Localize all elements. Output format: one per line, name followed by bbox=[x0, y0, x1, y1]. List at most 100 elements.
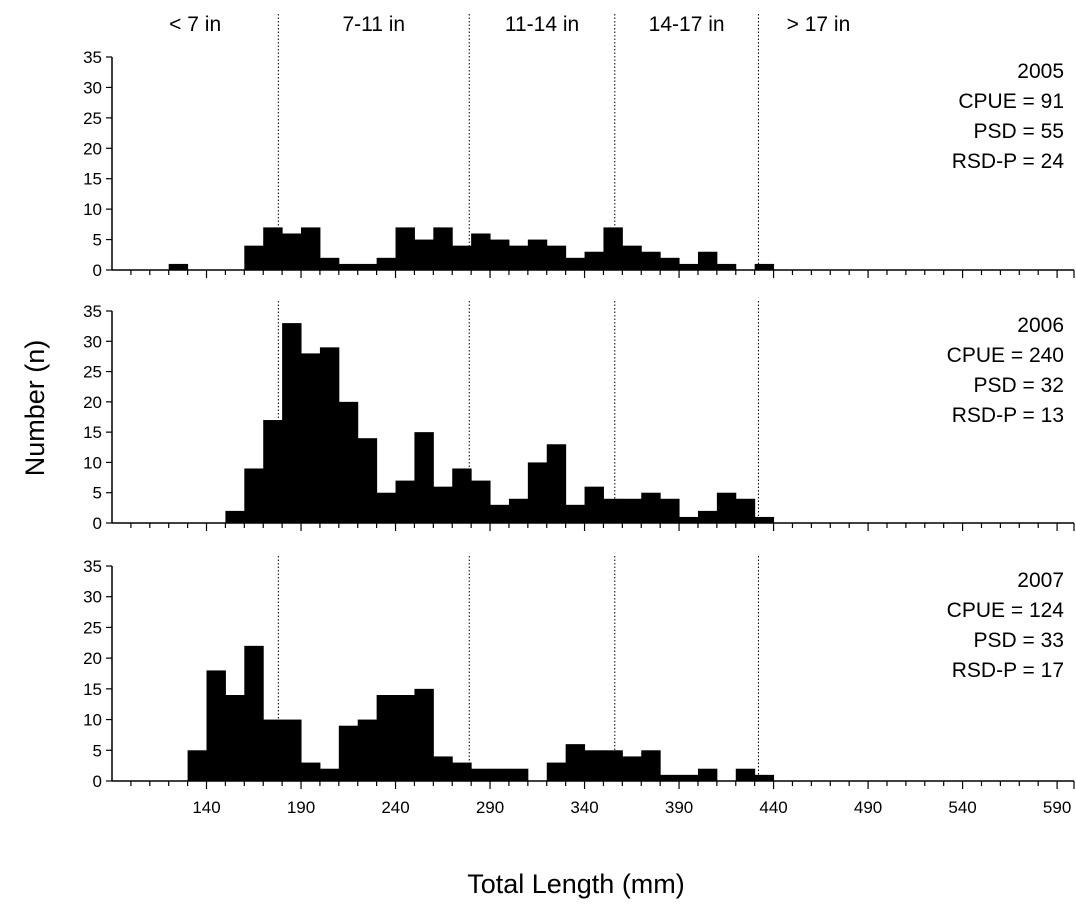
x-axis: 140 190 240 290 340 390 440 490 540 590 bbox=[192, 798, 1071, 817]
size-class-label: 14-17 in bbox=[649, 13, 725, 36]
histogram-bar bbox=[244, 468, 264, 523]
histogram-bar bbox=[603, 227, 623, 270]
histogram-bar bbox=[490, 768, 510, 781]
histogram-bar bbox=[490, 504, 510, 523]
histogram-bar bbox=[282, 719, 302, 781]
histogram-bar bbox=[225, 510, 245, 523]
histogram-bar bbox=[301, 227, 321, 270]
panel-year-label: 2007 bbox=[1017, 569, 1064, 592]
histogram-bar bbox=[433, 227, 453, 270]
panel-2007: 0 5 10 15 20 25 30 35 2007 CPUE = 124 PSD = 33 RSD-… bbox=[83, 556, 1075, 791]
panel-2006: 0 5 10 15 20 25 30 35 2006 CPUE = 240 PSD = 32 RSD-… bbox=[83, 301, 1075, 533]
histogram-bar bbox=[697, 510, 718, 523]
y-tick-label: 10 bbox=[83, 711, 102, 730]
histogram-bar bbox=[433, 756, 453, 781]
histogram-bar bbox=[660, 774, 680, 781]
histogram-bar bbox=[641, 750, 661, 781]
y-tick-label: 25 bbox=[83, 618, 102, 637]
x-tick-label: 590 bbox=[1043, 798, 1071, 817]
histogram-bar bbox=[357, 438, 378, 523]
histogram-bar bbox=[168, 263, 189, 270]
histogram-bar bbox=[546, 245, 567, 270]
histogram-bar bbox=[716, 263, 737, 270]
histogram-bar bbox=[187, 750, 208, 781]
histogram-bar bbox=[508, 768, 529, 781]
histogram-bar bbox=[471, 480, 491, 523]
histogram-bar bbox=[319, 257, 340, 270]
histogram-bar bbox=[206, 670, 226, 781]
y-tick-label: 30 bbox=[83, 78, 102, 97]
histogram-bar bbox=[603, 750, 623, 781]
y-tick-label: 15 bbox=[83, 170, 102, 189]
histogram-bar bbox=[754, 263, 775, 270]
histogram-bar bbox=[414, 688, 434, 781]
x-tick-label: 490 bbox=[854, 798, 882, 817]
histogram-bar bbox=[395, 480, 415, 523]
panel-stat-label: RSD-P = 13 bbox=[952, 404, 1064, 427]
histogram-bar bbox=[395, 695, 415, 781]
panel-stat-label: CPUE = 91 bbox=[958, 90, 1064, 113]
x-axis-title: Total Length (mm) bbox=[467, 869, 685, 899]
histogram-bar bbox=[414, 239, 434, 270]
histogram-bar bbox=[263, 719, 283, 781]
panel-stat-label: RSD-P = 17 bbox=[952, 659, 1064, 682]
y-tick-label: 30 bbox=[83, 332, 102, 351]
histogram-bar bbox=[622, 498, 642, 523]
x-tick-label: 240 bbox=[381, 798, 409, 817]
x-tick-label: 190 bbox=[287, 798, 315, 817]
histogram-bar bbox=[735, 498, 756, 523]
histogram-bar bbox=[641, 251, 661, 270]
histogram-bar bbox=[508, 498, 529, 523]
histogram-bar bbox=[414, 432, 434, 523]
histogram-bar bbox=[716, 492, 737, 523]
size-class-label: < 7 in bbox=[169, 13, 221, 36]
x-tick-label: 290 bbox=[476, 798, 504, 817]
histogram-bar bbox=[338, 401, 359, 523]
histogram-bar bbox=[527, 462, 548, 523]
histogram-bar bbox=[641, 492, 661, 523]
histogram-bar bbox=[679, 774, 699, 781]
y-tick-label: 20 bbox=[83, 393, 102, 412]
x-tick-label: 390 bbox=[665, 798, 693, 817]
y-tick-label: 35 bbox=[83, 557, 102, 576]
y-tick-label: 10 bbox=[83, 200, 102, 219]
y-tick-label: 25 bbox=[83, 109, 102, 128]
y-tick-label: 15 bbox=[83, 423, 102, 442]
y-tick-label: 0 bbox=[93, 514, 102, 533]
histogram-bar bbox=[357, 263, 378, 270]
histogram-bar bbox=[357, 719, 378, 781]
histogram-bar bbox=[376, 695, 397, 781]
histogram-bar bbox=[338, 725, 359, 781]
x-tick-label: 540 bbox=[948, 798, 976, 817]
x-tick-label: 440 bbox=[759, 798, 787, 817]
y-tick-label: 0 bbox=[93, 261, 102, 280]
panel-stat-label: PSD = 33 bbox=[974, 629, 1064, 652]
histogram-bar bbox=[565, 744, 586, 781]
histogram-bar bbox=[376, 257, 397, 270]
panel-stat-label: RSD-P = 24 bbox=[952, 150, 1065, 173]
histogram-bar bbox=[244, 245, 264, 270]
y-tick-label: 5 bbox=[93, 741, 102, 760]
histogram-bar bbox=[546, 762, 567, 781]
histogram-bar bbox=[452, 762, 472, 781]
histogram-bar bbox=[660, 257, 680, 270]
histogram-bar bbox=[301, 762, 321, 781]
y-tick-label: 30 bbox=[83, 588, 102, 607]
histogram-bar bbox=[338, 263, 359, 270]
histogram-bar bbox=[754, 516, 775, 523]
y-tick-label: 0 bbox=[93, 772, 102, 791]
histogram-bar bbox=[471, 233, 491, 270]
size-class-labels: < 7 in 7-11 in 11-14 in 14-17 in > 17 in bbox=[169, 13, 850, 36]
y-tick-label: 20 bbox=[83, 649, 102, 668]
panel-stat-label: CPUE = 124 bbox=[947, 599, 1065, 622]
histogram-bar bbox=[584, 251, 604, 270]
x-tick-label: 140 bbox=[192, 798, 220, 817]
panel-stat-label: PSD = 32 bbox=[974, 374, 1064, 397]
histogram-bar bbox=[471, 768, 491, 781]
histogram-bar bbox=[660, 498, 680, 523]
panel-year-label: 2005 bbox=[1017, 60, 1064, 83]
histogram-bar bbox=[584, 750, 604, 781]
y-tick-label: 25 bbox=[83, 363, 102, 382]
histogram-bar bbox=[735, 768, 756, 781]
